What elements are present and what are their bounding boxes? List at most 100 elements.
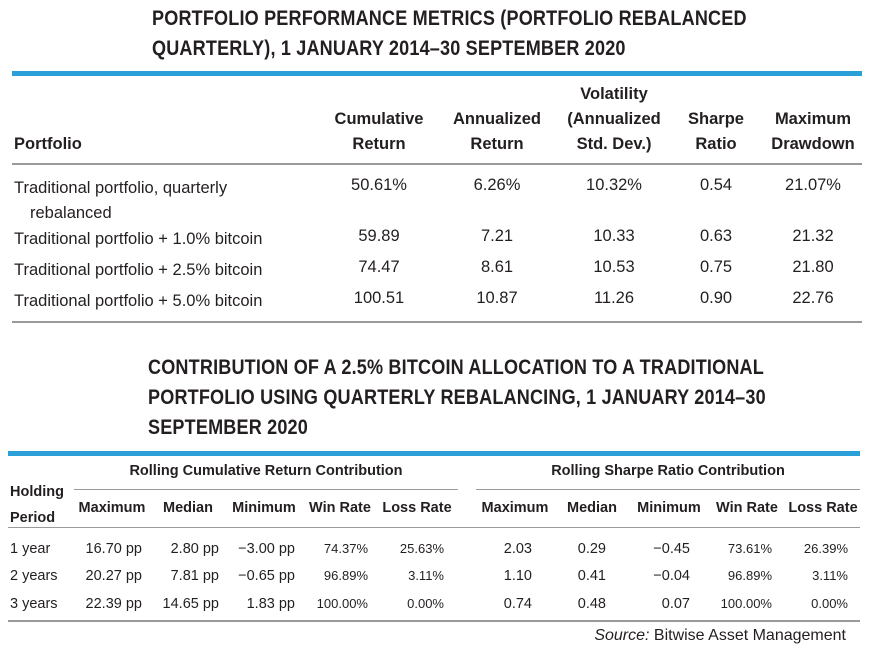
cell-cumulative-return: 50.61% bbox=[351, 176, 407, 194]
cell-sharpe-win-rate: 96.89% bbox=[727, 568, 772, 583]
group-underline-sharpe bbox=[476, 489, 860, 490]
cell-volatility: 10.33 bbox=[593, 227, 635, 245]
table2-title: CONTRIBUTION OF A 2.5% BITCOIN ALLOCATIO… bbox=[148, 356, 766, 439]
cell-cumulative-return: 59.89 bbox=[358, 227, 400, 245]
cell-return-loss-rate: 25.63% bbox=[399, 541, 444, 556]
cell-return-win-rate: 100.00% bbox=[316, 596, 368, 611]
cell-return-minimum: −0.65 pp bbox=[238, 568, 295, 584]
source-text: Bitwise Asset Management bbox=[649, 627, 846, 644]
header-annualized-return: Annualized Return bbox=[452, 110, 541, 153]
table-row: Traditional portfolio + 1.0% bitcoin 59.… bbox=[12, 227, 862, 258]
cell-cumulative-return: 74.47 bbox=[358, 258, 400, 276]
cell-return-minimum: 1.83 pp bbox=[246, 596, 295, 612]
header-maximum-drawdown: Maximum Drawdown bbox=[771, 110, 855, 153]
cell-volatility: 11.26 bbox=[593, 289, 635, 307]
cell-volatility: 10.32% bbox=[586, 176, 642, 194]
cell-return-maximum: 20.27 pp bbox=[85, 568, 142, 584]
cell-return-median: 14.65 pp bbox=[162, 596, 219, 612]
cell-annualized-return: 10.87 bbox=[476, 289, 518, 307]
cell-maximum-drawdown: 21.80 bbox=[792, 258, 834, 276]
row-label-continued: rebalanced bbox=[30, 204, 112, 222]
cell-sharpe-loss-rate: 0.00% bbox=[811, 596, 848, 611]
row-holding-period: 1 year bbox=[10, 541, 51, 557]
header-holding-period: Holding Period bbox=[10, 484, 64, 526]
cell-maximum-drawdown: 21.07% bbox=[785, 176, 841, 194]
cell-sharpe-median: 0.48 bbox=[577, 596, 606, 612]
table-row: 1 year 16.70 pp 2.80 pp −3.00 pp 74.37% … bbox=[8, 541, 860, 567]
cell-annualized-return: 6.26% bbox=[473, 176, 521, 194]
performance-table: Portfolio Cumulative Return Annualized R… bbox=[12, 81, 862, 159]
table-row: Traditional portfolio + 5.0% bitcoin 100… bbox=[12, 289, 862, 320]
subheader-return-maximum: Maximum bbox=[78, 500, 146, 516]
table1-bottom-rule bbox=[12, 321, 862, 323]
cell-sharpe-minimum: −0.04 bbox=[653, 568, 690, 584]
cell-return-maximum: 16.70 pp bbox=[85, 541, 142, 557]
table-row: 3 years 22.39 pp 14.65 pp 1.83 pp 100.00… bbox=[8, 596, 860, 622]
cell-return-maximum: 22.39 pp bbox=[85, 596, 142, 612]
table1-header-rule bbox=[12, 163, 862, 165]
row-label: Traditional portfolio, quarterly bbox=[14, 179, 228, 197]
cell-return-minimum: −3.00 pp bbox=[238, 541, 295, 557]
table-row: Traditional portfolio + 2.5% bitcoin 74.… bbox=[12, 258, 862, 289]
row-label: Traditional portfolio + 1.0% bitcoin bbox=[14, 230, 263, 248]
row-label: Traditional portfolio + 5.0% bitcoin bbox=[14, 292, 263, 310]
cell-volatility: 10.53 bbox=[593, 258, 635, 276]
cell-sharpe-ratio: 0.63 bbox=[699, 227, 733, 245]
table1-title: PORTFOLIO PERFORMANCE METRICS (PORTFOLIO… bbox=[152, 7, 747, 60]
cell-sharpe-ratio: 0.54 bbox=[699, 176, 733, 194]
table1-top-rule bbox=[12, 71, 862, 76]
subheader-sharpe-maximum: Maximum bbox=[481, 500, 549, 516]
table2-top-rule bbox=[8, 451, 860, 456]
table2-header-rule bbox=[8, 527, 860, 528]
cell-sharpe-maximum: 2.03 bbox=[503, 541, 532, 557]
row-label: Traditional portfolio + 2.5% bitcoin bbox=[14, 261, 263, 279]
subheader-sharpe-loss-rate: Loss Rate bbox=[788, 500, 858, 516]
header-volatility: Volatility (Annualized Std. Dev.) bbox=[567, 85, 661, 153]
subheader-return-win-rate: Win Rate bbox=[309, 500, 371, 516]
cell-sharpe-win-rate: 73.61% bbox=[727, 541, 772, 556]
cell-sharpe-ratio: 0.75 bbox=[699, 258, 733, 276]
subheader-sharpe-minimum: Minimum bbox=[637, 500, 701, 516]
cell-sharpe-median: 0.29 bbox=[577, 541, 606, 557]
cell-maximum-drawdown: 21.32 bbox=[792, 227, 834, 245]
cell-return-win-rate: 74.37% bbox=[323, 541, 368, 556]
table-row: Traditional portfolio, quarterly rebalan… bbox=[12, 176, 862, 227]
subheader-return-minimum: Minimum bbox=[232, 500, 296, 516]
header-portfolio: Portfolio bbox=[14, 135, 82, 153]
header-sharpe-ratio: Sharpe Ratio bbox=[688, 110, 744, 153]
cell-sharpe-minimum: 0.07 bbox=[661, 596, 690, 612]
group-header-return: Rolling Cumulative Return Contribution bbox=[129, 463, 403, 479]
cell-sharpe-median: 0.41 bbox=[577, 568, 606, 584]
source-note: Source: Bitwise Asset Management bbox=[594, 627, 846, 645]
cell-annualized-return: 7.21 bbox=[480, 227, 514, 245]
subheader-sharpe-win-rate: Win Rate bbox=[716, 500, 778, 516]
cell-sharpe-minimum: −0.45 bbox=[653, 541, 690, 557]
source-label: Source: bbox=[594, 627, 650, 644]
cell-return-loss-rate: 0.00% bbox=[407, 596, 444, 611]
cell-sharpe-loss-rate: 26.39% bbox=[803, 541, 848, 556]
cell-return-median: 7.81 pp bbox=[170, 568, 219, 584]
performance-table-header: Portfolio Cumulative Return Annualized R… bbox=[12, 81, 862, 159]
subheader-return-loss-rate: Loss Rate bbox=[382, 500, 452, 516]
cell-sharpe-loss-rate: 3.11% bbox=[812, 568, 848, 583]
cell-cumulative-return: 100.51 bbox=[353, 289, 405, 307]
table2-bottom-rule bbox=[8, 620, 860, 622]
subheader-return-median: Median bbox=[163, 500, 213, 516]
subheader-sharpe-median: Median bbox=[567, 500, 617, 516]
row-holding-period: 3 years bbox=[10, 596, 58, 612]
cell-return-median: 2.80 pp bbox=[170, 541, 219, 557]
cell-sharpe-maximum: 1.10 bbox=[503, 568, 532, 584]
cell-sharpe-maximum: 0.74 bbox=[503, 596, 532, 612]
cell-maximum-drawdown: 22.76 bbox=[792, 289, 834, 307]
cell-return-loss-rate: 3.11% bbox=[408, 568, 444, 583]
cell-annualized-return: 8.61 bbox=[480, 258, 514, 276]
performance-table-body: Traditional portfolio, quarterly rebalan… bbox=[12, 176, 862, 320]
cell-sharpe-win-rate: 100.00% bbox=[720, 596, 772, 611]
group-underline-return bbox=[74, 489, 458, 490]
table-row: 2 years 20.27 pp 7.81 pp −0.65 pp 96.89%… bbox=[8, 568, 860, 594]
cell-sharpe-ratio: 0.90 bbox=[699, 289, 733, 307]
row-holding-period: 2 years bbox=[10, 568, 58, 584]
header-cumulative-return: Cumulative Return bbox=[334, 110, 424, 153]
group-header-sharpe: Rolling Sharpe Ratio Contribution bbox=[551, 463, 785, 479]
cell-return-win-rate: 96.89% bbox=[323, 568, 368, 583]
